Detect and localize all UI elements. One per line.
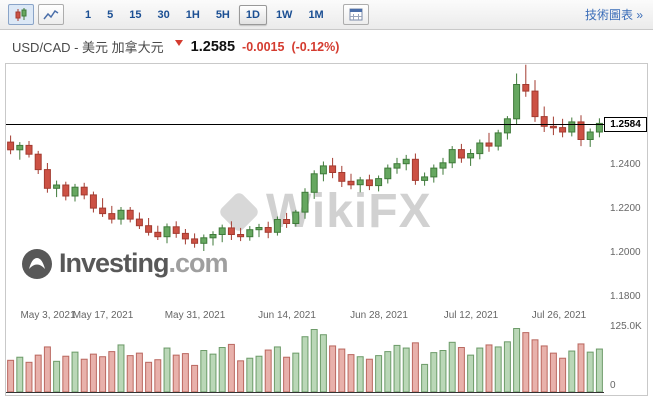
- timeframe-30[interactable]: 30: [157, 8, 170, 21]
- last-price-line: [6, 124, 604, 125]
- candlestick-chart-button[interactable]: [8, 4, 34, 25]
- time-axis-label: May 3, 2021: [20, 310, 76, 321]
- timeframe-1m[interactable]: 1M: [308, 8, 324, 21]
- time-axis-label: May 31, 2021: [164, 310, 226, 321]
- timeframe-1w[interactable]: 1W: [275, 8, 293, 21]
- price-change: -0.0015: [242, 39, 285, 54]
- timeframe-1[interactable]: 1: [85, 8, 92, 21]
- investing-watermark: Investing.com: [22, 248, 229, 279]
- time-axis-label: Jul 12, 2021: [443, 310, 499, 321]
- timeframe-1d[interactable]: 1D: [238, 4, 267, 25]
- chart-widget: 1 5 15 30 1H 5H 1D 1W 1M 技術圖表 » USD/CAD - 美元 加拿大…: [0, 0, 653, 396]
- wikifx-watermark: WikiFX: [217, 184, 432, 239]
- candlestick-icon: [15, 7, 27, 21]
- price-change-percent: (-0.12%): [291, 39, 340, 54]
- chart-settings-button[interactable]: [342, 4, 369, 25]
- time-axis-label: May 17, 2021: [72, 310, 134, 321]
- line-chart-icon: [43, 9, 59, 19]
- timeframe-5[interactable]: 5: [107, 8, 114, 21]
- line-chart-button[interactable]: [38, 4, 64, 25]
- volume-max-label: 125.0K: [610, 321, 642, 332]
- time-axis-label: Jun 28, 2021: [350, 310, 408, 321]
- volume-plot: [7, 328, 603, 392]
- timeframe-15[interactable]: 15: [129, 8, 142, 21]
- timeframe-1h[interactable]: 1H: [185, 8, 200, 21]
- time-axis-label: Jun 14, 2021: [258, 310, 316, 321]
- volume-zero-label: 0: [610, 380, 616, 391]
- price-scale-label: 1.2200: [610, 203, 641, 214]
- down-arrow-icon: [174, 39, 183, 46]
- timeframe-group: 1 5 15 30 1H 5H 1D 1W 1M: [78, 4, 331, 25]
- wikifx-watermark-text: WikiFX: [266, 185, 432, 238]
- price-scale-label: 1.2400: [610, 159, 641, 170]
- chart-toolbar: 1 5 15 30 1H 5H 1D 1W 1M 技術圖表 »: [0, 0, 653, 30]
- calendar-icon: [349, 8, 363, 21]
- last-price: 1.2585: [190, 38, 236, 55]
- technical-chart-link[interactable]: 技術圖表 »: [584, 8, 643, 22]
- time-axis-label: Jul 26, 2021: [531, 310, 587, 321]
- price-scale-label: 1.2000: [610, 247, 641, 258]
- investing-bull-logo-icon: [22, 248, 52, 279]
- pair-title: USD/CAD - 美元 加拿大元: [12, 40, 164, 55]
- candlestick-plot: [7, 64, 603, 251]
- timeframe-5h[interactable]: 5H: [215, 8, 230, 21]
- quote-header: USD/CAD - 美元 加拿大元 1.2585 -0.0015 (-0.12%…: [0, 30, 653, 63]
- last-price-tag: 1.2584: [604, 117, 647, 132]
- investing-watermark-text: Investing.com: [59, 248, 229, 278]
- volume-zero-axis: [6, 392, 604, 393]
- chart-area[interactable]: Investing.com WikiFX 1.2584 125.0K 0 1.2…: [5, 63, 648, 396]
- price-scale-label: 1.1800: [610, 291, 641, 302]
